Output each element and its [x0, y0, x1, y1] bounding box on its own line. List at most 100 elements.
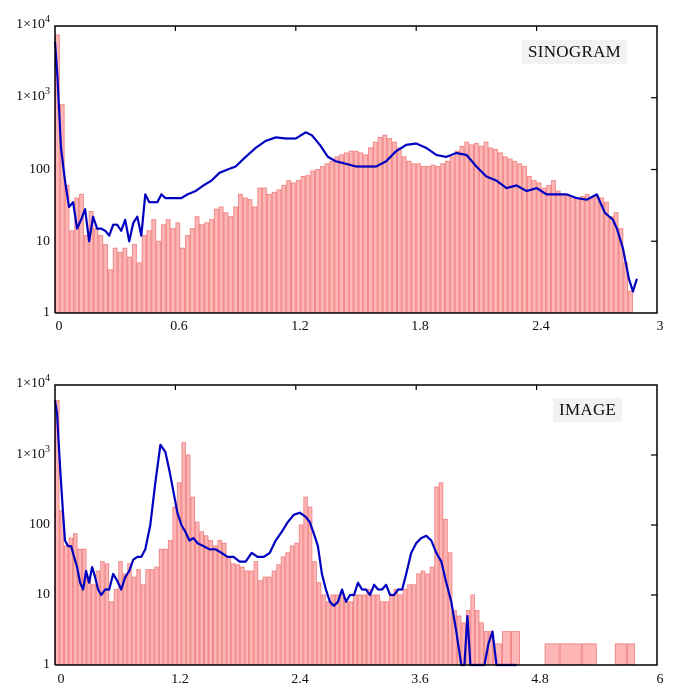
histogram-bar [146, 230, 152, 314]
histogram-bar [98, 235, 104, 314]
histogram-bar [389, 594, 394, 666]
histogram-bar [526, 175, 532, 314]
histogram-bar [447, 552, 453, 666]
histogram-bar [145, 569, 150, 666]
histogram-bar [154, 566, 159, 666]
histogram-bar [502, 156, 508, 314]
histogram-bar [324, 163, 330, 314]
histogram-bar [158, 548, 164, 666]
histogram-bar [352, 594, 358, 666]
histogram-bar [240, 566, 245, 666]
histogram-bar [406, 160, 412, 314]
histogram-bar [372, 141, 378, 314]
histogram-bar [334, 594, 340, 666]
histogram-bar [286, 180, 291, 314]
histogram-bar [91, 584, 96, 666]
histogram-bar [531, 180, 537, 314]
histogram-bar [469, 144, 474, 314]
histogram-bar [242, 197, 248, 314]
histogram-bar [589, 197, 595, 314]
histogram-bar [546, 184, 552, 314]
histogram-bar [339, 594, 344, 666]
histogram-bar [185, 235, 190, 314]
histogram-bar [343, 601, 349, 666]
histogram-bar [290, 182, 296, 314]
histogram-bar [614, 643, 627, 666]
histogram-bar [430, 164, 436, 314]
y-tick-label: 1×104 [16, 14, 50, 32]
histogram-bar [122, 573, 128, 666]
histogram-bar [507, 158, 513, 314]
histogram-bar [363, 154, 369, 314]
histogram-bar [247, 199, 253, 314]
histogram-bar [170, 228, 176, 314]
histogram-bar [551, 180, 556, 314]
y-tick-label: 1 [43, 657, 50, 672]
histogram-bar [570, 196, 576, 314]
histogram-bar [244, 570, 250, 666]
histogram-bar [628, 290, 633, 314]
histogram-bar [113, 588, 119, 666]
histogram-bar [421, 166, 426, 314]
histogram-bar [249, 570, 254, 666]
histogram-bar [298, 524, 304, 666]
histogram-bar [285, 552, 290, 666]
histogram-bar [384, 601, 390, 666]
panel-label-sinogram: SINOGRAM [522, 40, 628, 64]
histogram-bar [222, 542, 227, 666]
histogram-bar [416, 163, 422, 314]
histogram-bar [348, 150, 354, 314]
histogram-bar [156, 240, 161, 314]
panel-label-image: IMAGE [553, 398, 623, 422]
x-tick-label: 0 [55, 319, 63, 334]
histogram-bar [295, 180, 301, 314]
x-tick-label: 1.8 [411, 319, 429, 334]
histogram-bar [594, 196, 600, 314]
histogram-bar [180, 247, 186, 314]
histogram-bar [541, 187, 547, 314]
y-tick-label: 1 [43, 305, 50, 320]
histogram-bar [118, 561, 123, 666]
histogram-bar [329, 160, 335, 314]
histogram-bar [434, 486, 439, 666]
x-tick-label: 1.2 [171, 672, 189, 687]
histogram-bar [64, 545, 69, 666]
histogram-bar [493, 148, 499, 314]
histogram-bar [368, 147, 373, 314]
histogram-bar [303, 496, 308, 666]
histogram-bar [262, 576, 268, 666]
histogram-bar [209, 219, 214, 314]
histogram-bar [402, 588, 408, 666]
histogram-bar [584, 193, 590, 314]
histogram-bar [343, 152, 349, 314]
x-tick-label: 6 [656, 672, 664, 687]
histogram-bar [238, 193, 243, 314]
y-tick-label: 10 [36, 587, 50, 602]
x-tick-label: 3.6 [411, 672, 429, 687]
histogram-bar [560, 193, 566, 314]
histogram-bar [151, 219, 157, 314]
histogram-bar [357, 594, 363, 666]
histogram-bar [294, 542, 299, 666]
histogram-bar [233, 206, 239, 314]
histogram-bar [536, 182, 542, 314]
histogram-bar [213, 208, 219, 314]
histogram-bar [310, 170, 316, 314]
histogram-bar [175, 222, 181, 314]
histogram-bar [141, 235, 147, 314]
histogram-bar [559, 643, 582, 666]
histogram-bar [512, 160, 518, 314]
y-tick-label: 1×103 [16, 444, 50, 462]
fit-curve [53, 41, 638, 293]
histogram-bar [440, 163, 446, 314]
histogram-bar [479, 622, 484, 666]
x-tick-label: 0.6 [170, 319, 188, 334]
histogram-bar [398, 594, 403, 666]
histogram-bar [165, 219, 171, 314]
histogram-bar [112, 247, 118, 314]
histogram-bar [454, 150, 460, 314]
histogram-bar [411, 163, 417, 314]
histogram-bar [109, 601, 114, 666]
histogram-bar [253, 561, 259, 666]
histogram-bar [77, 548, 83, 666]
